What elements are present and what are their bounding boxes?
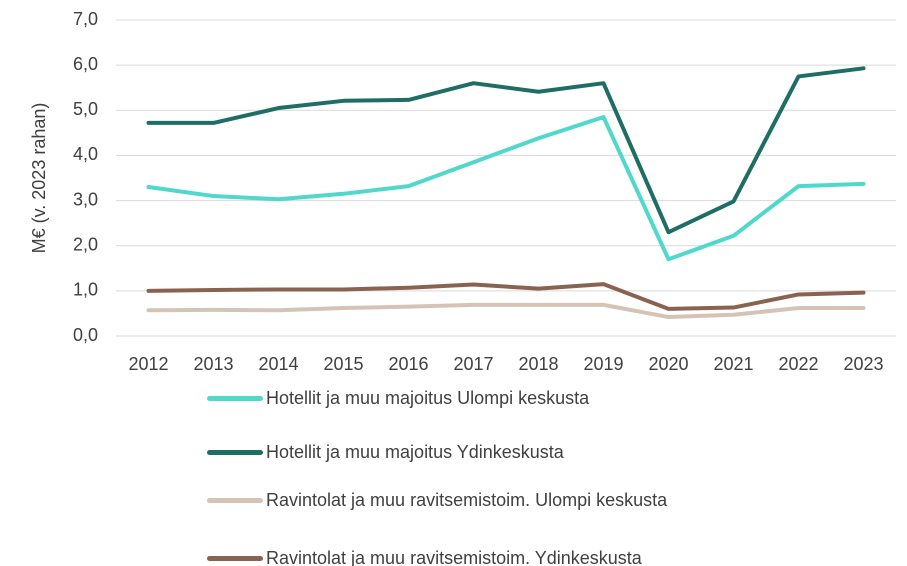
y-tick-label: 4,0 [73, 144, 98, 164]
legend-label: Ravintolat ja muu ravitsemistoim. Ydinke… [266, 548, 642, 566]
legend-swatch [207, 396, 263, 401]
legend-entry: Hotellit ja muu majoitus Ydinkeskusta [207, 440, 564, 464]
y-tick-label: 1,0 [73, 280, 98, 300]
x-tick-label: 2018 [518, 354, 558, 374]
legend-swatch [207, 498, 263, 503]
series-line [146, 66, 866, 235]
legend-label: Ravintolat ja muu ravitsemistoim. Ulompi… [266, 490, 668, 510]
legend-label: Hotellit ja muu majoitus Ydinkeskusta [266, 442, 564, 462]
x-tick-label: 2020 [648, 354, 688, 374]
y-tick-label: 0,0 [73, 325, 98, 345]
x-tick-label: 2012 [128, 354, 168, 374]
legend-entry: Ravintolat ja muu ravitsemistoim. Ydinke… [207, 546, 642, 566]
legend-label: Hotellit ja muu majoitus Ulompi keskusta [266, 388, 590, 408]
legend-swatch [207, 450, 263, 455]
series-line [146, 302, 866, 320]
y-tick-label: 2,0 [73, 234, 98, 254]
x-tick-label: 2022 [778, 354, 818, 374]
legend-swatch [207, 556, 263, 561]
x-tick-label: 2015 [323, 354, 363, 374]
y-axis-title: M€ (v. 2023 rahan) [29, 103, 49, 254]
y-tick-label: 7,0 [73, 9, 98, 29]
legend-entry: Ravintolat ja muu ravitsemistoim. Ulompi… [207, 488, 706, 512]
legend-entry: Hotellit ja muu majoitus Ulompi keskusta [207, 386, 589, 410]
series-line [146, 115, 866, 262]
x-tick-label: 2013 [193, 354, 233, 374]
x-tick-label: 2019 [583, 354, 623, 374]
x-tick-label: 2014 [258, 354, 298, 374]
y-tick-label: 3,0 [73, 189, 98, 209]
y-tick-label: 6,0 [73, 54, 98, 74]
series-line [146, 282, 866, 311]
x-tick-label: 2021 [713, 354, 753, 374]
x-tick-label: 2023 [843, 354, 883, 374]
x-tick-label: 2017 [453, 354, 493, 374]
x-tick-label: 2016 [388, 354, 428, 374]
y-tick-label: 5,0 [73, 99, 98, 119]
